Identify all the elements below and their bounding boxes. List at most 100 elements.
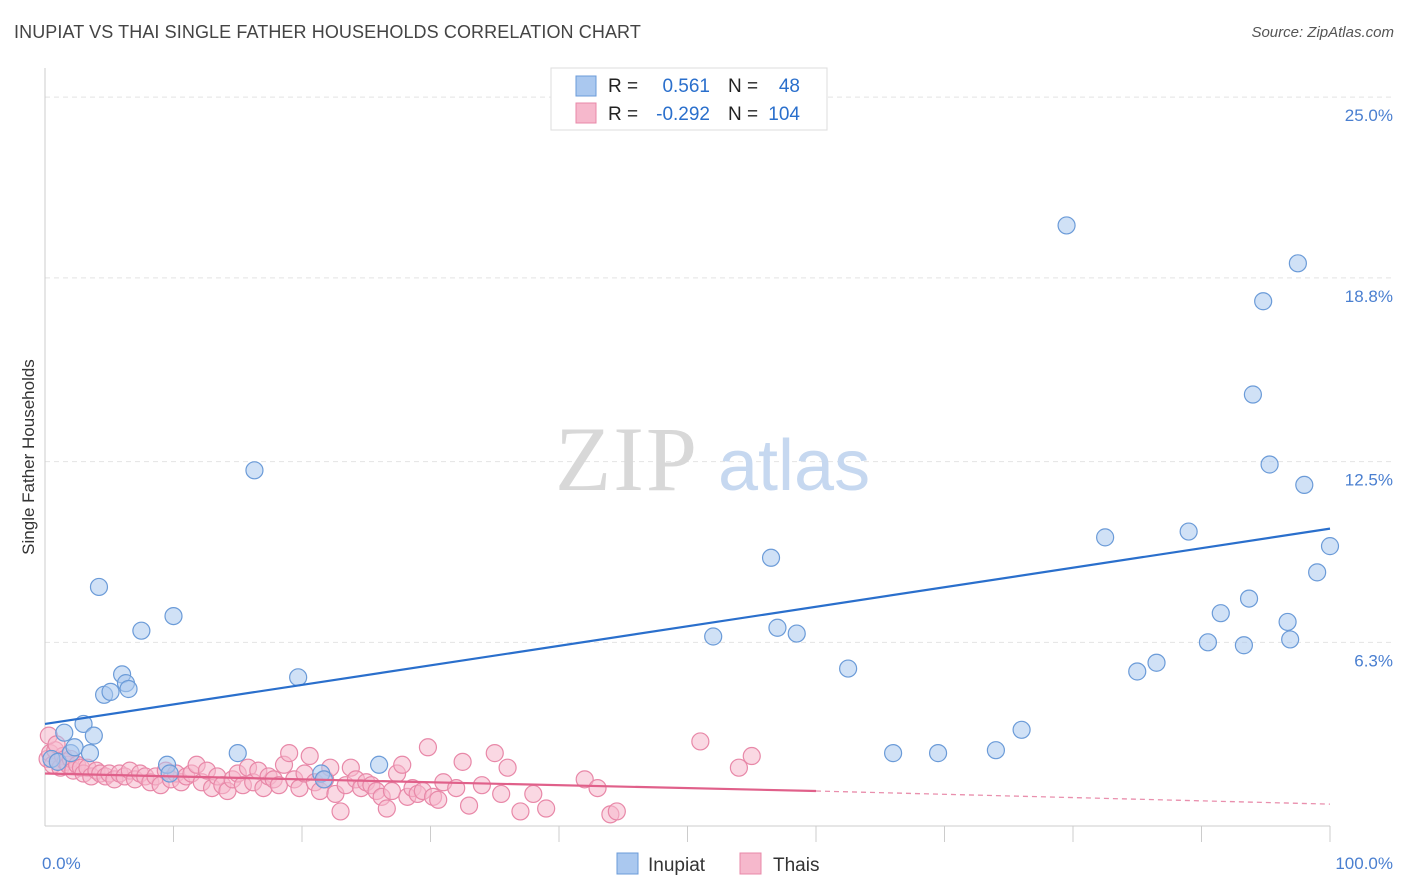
- y-tick-label-2: 18.8%: [1345, 287, 1393, 306]
- legend-swatch-inupiat: [575, 75, 597, 97]
- inupiat-point-34: [1096, 528, 1115, 547]
- inupiat-point-42: [1243, 385, 1263, 404]
- inupiat-point-49: [1308, 563, 1327, 582]
- inupiat-series: [42, 216, 1340, 789]
- thais-trend-extension: [815, 790, 1331, 805]
- inupiat-point-50: [1320, 537, 1340, 556]
- inupiat-point-25: [761, 548, 781, 567]
- thais-point-99: [691, 732, 710, 751]
- thais-point-81: [418, 738, 438, 757]
- thais-point-91: [498, 758, 517, 777]
- y-axis-label: Single Father Households: [19, 359, 38, 555]
- inupiat-point-2: [55, 723, 74, 742]
- inupiat-point-47: [1288, 254, 1307, 273]
- series-legend-swatch-inupiat[interactable]: [616, 852, 639, 875]
- thais-point-88: [472, 776, 491, 795]
- inupiat-point-7: [84, 726, 103, 745]
- thais-point-95: [575, 770, 594, 789]
- inupiat-point-6: [80, 744, 100, 763]
- thais-point-93: [524, 784, 543, 804]
- inupiat-point-40: [1234, 636, 1254, 655]
- legend-n-label-thais: N =: [728, 104, 758, 125]
- inupiat-point-17: [164, 606, 183, 626]
- thais-point-100: [729, 758, 749, 777]
- thais-point-89: [485, 744, 504, 763]
- inupiat-point-28: [839, 659, 858, 678]
- inupiat-point-37: [1179, 522, 1198, 541]
- thais-point-73: [377, 799, 396, 818]
- inupiat-point-1: [48, 752, 67, 771]
- watermark-zip: ZIP: [555, 408, 699, 510]
- inupiat-point-38: [1198, 633, 1218, 652]
- series-legend-swatch-thais[interactable]: [739, 852, 762, 875]
- gridlines: [45, 96, 1393, 643]
- inupiat-point-4: [65, 738, 84, 757]
- inupiat-point-14: [132, 621, 151, 640]
- inupiat-point-35: [1128, 662, 1147, 681]
- thais-point-64: [331, 802, 350, 821]
- inupiat-point-45: [1278, 612, 1297, 632]
- chart-source: Source: ZipAtlas.com: [1251, 24, 1394, 41]
- series-legend: Inupiat Thais: [616, 852, 819, 876]
- legend-r-value-thais: -0.292: [656, 104, 710, 125]
- legend-r-label-inupiat: R =: [608, 76, 638, 97]
- inupiat-point-13: [119, 679, 138, 699]
- x-tick-label-left: 0.0%: [42, 854, 81, 873]
- legend-r-label-thais: R =: [608, 104, 638, 125]
- series-legend-label-inupiat[interactable]: Inupiat: [648, 855, 706, 876]
- inupiat-point-8: [89, 577, 109, 597]
- inupiat-point-10: [101, 682, 120, 701]
- legend-n-value-inupiat: 48: [779, 76, 800, 97]
- inupiat-trend-line: [44, 527, 1331, 726]
- thais-point-90: [492, 784, 511, 804]
- series-legend-label-thais[interactable]: Thais: [773, 855, 819, 876]
- stats-legend-box: [550, 67, 828, 131]
- y-tick-labels: 6.3% 12.5% 18.8% 25.0%: [1345, 106, 1393, 670]
- y-tick-label-3: 25.0%: [1345, 106, 1393, 125]
- legend-n-value-thais: 104: [768, 104, 800, 125]
- thais-point-86: [453, 752, 472, 771]
- thais-point-94: [537, 799, 556, 818]
- inupiat-point-26: [768, 618, 787, 637]
- stats-legend: R = 0.561 N = 48 R = -0.292 N = 104: [550, 67, 828, 131]
- inupiat-point-30: [928, 744, 948, 763]
- inupiat-point-31: [986, 741, 1006, 760]
- inupiat-point-24: [704, 627, 723, 646]
- thais-point-92: [511, 802, 530, 821]
- inupiat-point-29: [883, 744, 903, 763]
- y-tick-label-1: 12.5%: [1345, 471, 1393, 490]
- thais-point-96: [588, 778, 607, 798]
- thais-point-101: [742, 746, 761, 766]
- thais-point-87: [459, 796, 479, 815]
- inupiat-point-36: [1147, 653, 1166, 672]
- trend-lines: [44, 527, 1331, 805]
- inupiat-point-20: [289, 668, 308, 687]
- x-ticks: [173, 826, 1331, 842]
- legend-r-value-inupiat: 0.561: [662, 76, 710, 97]
- inupiat-point-18: [228, 744, 247, 763]
- thais-point-74: [382, 781, 402, 801]
- inupiat-point-46: [1281, 630, 1300, 649]
- legend-n-label-inupiat: N =: [728, 76, 758, 97]
- watermark-atlas: atlas: [718, 426, 870, 506]
- thais-point-83: [429, 790, 448, 809]
- y-tick-label-0: 6.3%: [1354, 651, 1393, 670]
- x-tick-label-right: 100.0%: [1335, 854, 1393, 873]
- inupiat-point-39: [1211, 604, 1230, 623]
- inupiat-point-23: [370, 755, 389, 774]
- thais-trend-line: [44, 772, 817, 793]
- inupiat-point-41: [1239, 589, 1259, 608]
- thais-point-98: [607, 802, 626, 821]
- inupiat-point-44: [1260, 455, 1279, 474]
- inupiat-point-27: [787, 624, 806, 643]
- inupiat-point-32: [1012, 720, 1031, 739]
- inupiat-point-48: [1295, 475, 1314, 494]
- thais-point-54: [280, 744, 299, 763]
- thais-point-58: [300, 746, 319, 766]
- inupiat-point-19: [245, 461, 264, 480]
- thais-point-76: [393, 755, 412, 774]
- chart-title: INUPIAT VS THAI SINGLE FATHER HOUSEHOLDS…: [14, 22, 641, 42]
- inupiat-point-33: [1057, 216, 1076, 235]
- inupiat-point-16: [160, 764, 179, 783]
